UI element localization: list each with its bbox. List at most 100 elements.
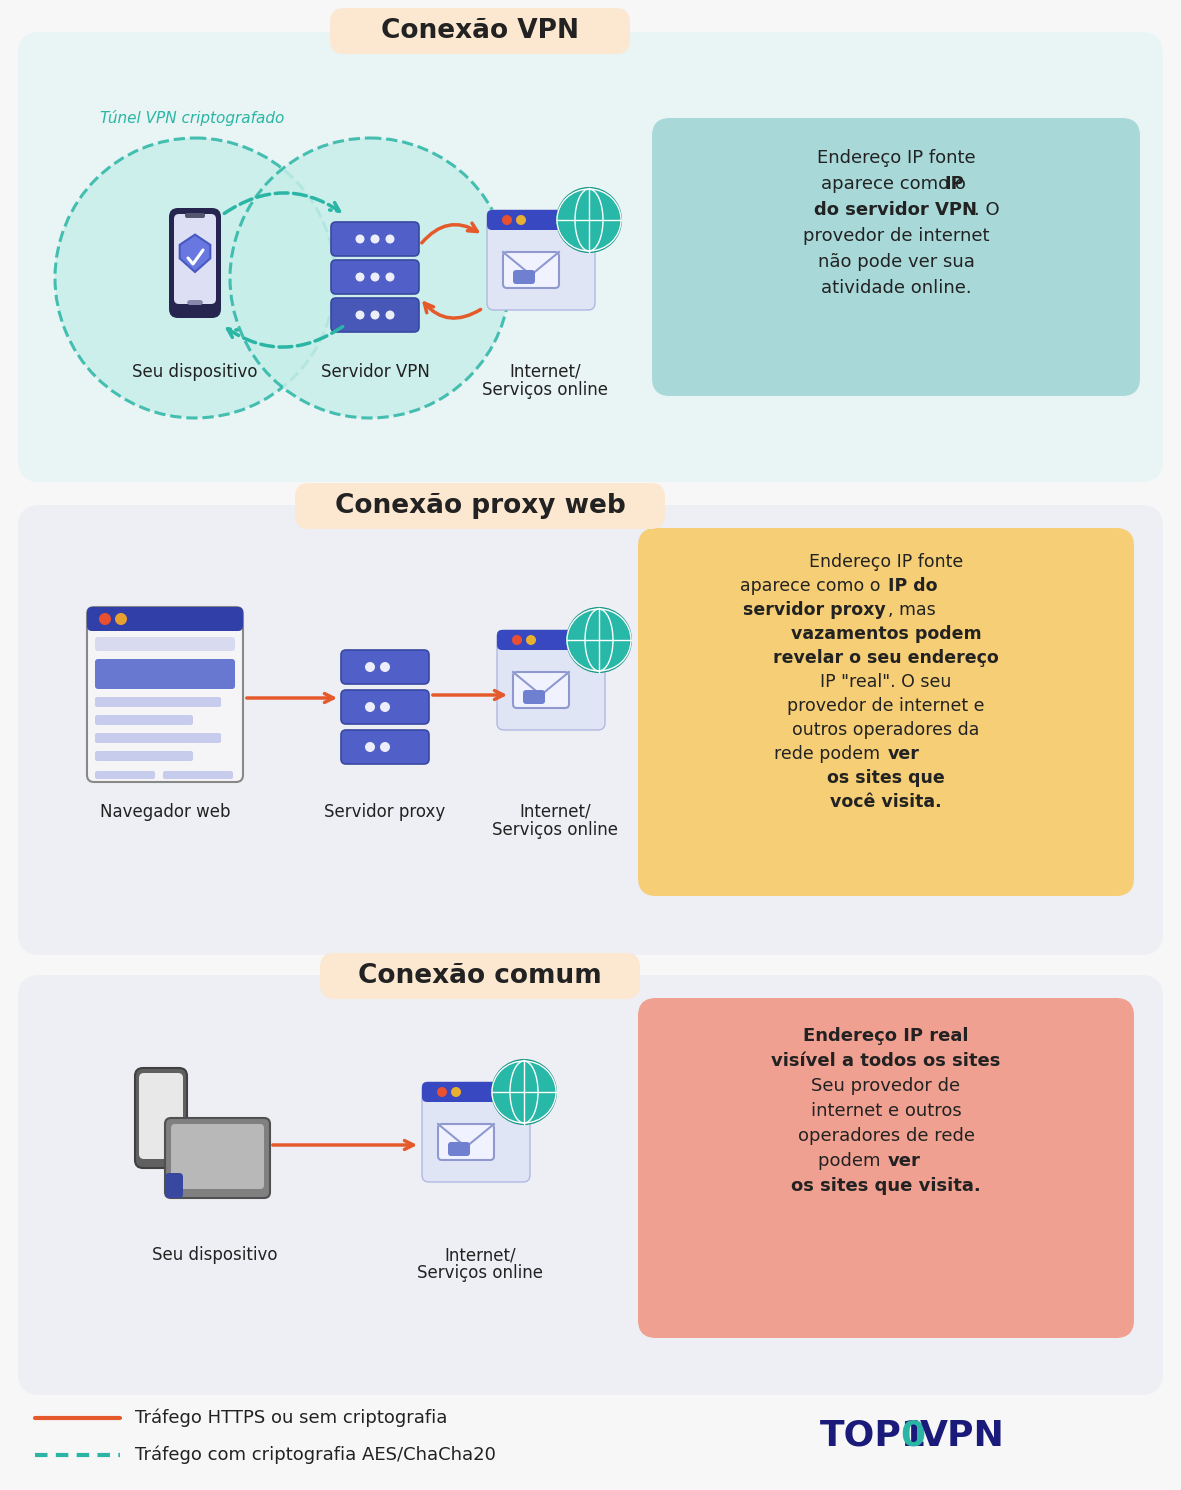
- Text: visível a todos os sites: visível a todos os sites: [771, 1052, 1000, 1070]
- FancyBboxPatch shape: [94, 733, 221, 744]
- Text: . O: . O: [974, 201, 999, 219]
- Circle shape: [567, 608, 631, 672]
- Text: Servidor proxy: Servidor proxy: [325, 803, 445, 821]
- Text: não pode ver sua: não pode ver sua: [817, 253, 974, 271]
- FancyBboxPatch shape: [329, 7, 629, 54]
- FancyBboxPatch shape: [513, 270, 535, 285]
- FancyBboxPatch shape: [497, 630, 605, 730]
- FancyBboxPatch shape: [174, 215, 216, 304]
- FancyBboxPatch shape: [94, 638, 235, 651]
- Text: internet e outros: internet e outros: [810, 1103, 961, 1120]
- Text: VPN: VPN: [920, 1418, 1005, 1453]
- Text: Servidor VPN: Servidor VPN: [320, 364, 430, 381]
- FancyBboxPatch shape: [422, 1082, 530, 1103]
- Text: aparece como o: aparece como o: [740, 577, 886, 595]
- Circle shape: [371, 234, 379, 243]
- Text: Seu dispositivo: Seu dispositivo: [132, 364, 257, 381]
- FancyBboxPatch shape: [331, 298, 419, 332]
- Circle shape: [115, 612, 128, 624]
- FancyBboxPatch shape: [638, 527, 1134, 895]
- FancyArrowPatch shape: [422, 224, 477, 243]
- Text: IP do: IP do: [888, 577, 938, 595]
- Circle shape: [56, 139, 335, 419]
- Circle shape: [365, 702, 376, 712]
- Circle shape: [385, 273, 394, 282]
- FancyArrowPatch shape: [424, 302, 481, 319]
- Circle shape: [526, 635, 536, 645]
- Text: Conexão VPN: Conexão VPN: [381, 18, 579, 45]
- Text: Conexão comum: Conexão comum: [358, 963, 602, 989]
- Text: Túnel VPN criptografado: Túnel VPN criptografado: [100, 110, 285, 127]
- Text: Endereço IP real: Endereço IP real: [803, 1027, 968, 1044]
- Circle shape: [99, 612, 111, 624]
- FancyBboxPatch shape: [295, 483, 665, 529]
- Text: TOP1: TOP1: [820, 1418, 927, 1453]
- Text: Tráfego com criptografia AES/ChaCha20: Tráfego com criptografia AES/ChaCha20: [135, 1445, 496, 1465]
- FancyBboxPatch shape: [438, 1123, 494, 1161]
- Text: IP "real". O seu: IP "real". O seu: [821, 673, 952, 691]
- Text: Tráfego HTTPS ou sem criptografia: Tráfego HTTPS ou sem criptografia: [135, 1408, 448, 1427]
- FancyArrowPatch shape: [228, 326, 342, 347]
- FancyBboxPatch shape: [185, 213, 205, 218]
- FancyBboxPatch shape: [187, 1158, 205, 1170]
- FancyBboxPatch shape: [341, 690, 429, 724]
- FancyBboxPatch shape: [503, 252, 559, 288]
- Text: os sites que visita.: os sites que visita.: [791, 1177, 981, 1195]
- FancyBboxPatch shape: [341, 650, 429, 684]
- Text: Internet/: Internet/: [444, 1246, 516, 1264]
- Circle shape: [557, 188, 621, 252]
- Circle shape: [502, 215, 513, 225]
- Text: rede podem: rede podem: [775, 745, 886, 763]
- Circle shape: [380, 702, 390, 712]
- Circle shape: [385, 234, 394, 243]
- FancyBboxPatch shape: [320, 954, 640, 998]
- FancyBboxPatch shape: [487, 210, 595, 229]
- FancyBboxPatch shape: [18, 974, 1163, 1395]
- Text: Seu dispositivo: Seu dispositivo: [152, 1246, 278, 1264]
- Text: Navegador web: Navegador web: [99, 803, 230, 821]
- Text: 0: 0: [900, 1418, 925, 1453]
- FancyBboxPatch shape: [94, 751, 193, 761]
- Text: outros operadores da: outros operadores da: [792, 721, 980, 739]
- FancyBboxPatch shape: [448, 1141, 470, 1156]
- FancyBboxPatch shape: [341, 730, 429, 764]
- FancyBboxPatch shape: [497, 630, 605, 650]
- FancyBboxPatch shape: [638, 998, 1134, 1338]
- FancyBboxPatch shape: [165, 1173, 183, 1198]
- Circle shape: [380, 662, 390, 672]
- FancyBboxPatch shape: [94, 715, 193, 726]
- Text: Internet/: Internet/: [509, 364, 581, 381]
- Circle shape: [513, 635, 522, 645]
- FancyBboxPatch shape: [163, 770, 233, 779]
- Text: aparece como o: aparece como o: [821, 174, 971, 194]
- FancyBboxPatch shape: [135, 1068, 187, 1168]
- Text: Endereço IP fonte: Endereço IP fonte: [809, 553, 964, 571]
- FancyArrowPatch shape: [224, 192, 339, 213]
- Polygon shape: [180, 234, 210, 273]
- FancyBboxPatch shape: [169, 209, 221, 317]
- FancyBboxPatch shape: [187, 299, 203, 305]
- FancyBboxPatch shape: [487, 210, 595, 310]
- Text: Serviços online: Serviços online: [482, 381, 608, 399]
- Circle shape: [355, 273, 365, 282]
- Circle shape: [385, 310, 394, 319]
- Circle shape: [230, 139, 510, 419]
- FancyBboxPatch shape: [652, 118, 1140, 396]
- FancyBboxPatch shape: [165, 1118, 270, 1198]
- Circle shape: [365, 742, 376, 752]
- Circle shape: [451, 1088, 461, 1097]
- FancyBboxPatch shape: [171, 1123, 265, 1189]
- FancyBboxPatch shape: [523, 690, 544, 703]
- Circle shape: [371, 273, 379, 282]
- Text: do servidor VPN: do servidor VPN: [815, 201, 978, 219]
- FancyBboxPatch shape: [18, 505, 1163, 955]
- Text: ver: ver: [888, 1152, 921, 1170]
- Circle shape: [380, 742, 390, 752]
- Circle shape: [355, 310, 365, 319]
- FancyBboxPatch shape: [331, 259, 419, 294]
- Text: revelar o seu endereço: revelar o seu endereço: [774, 650, 999, 668]
- Text: Endereço IP fonte: Endereço IP fonte: [817, 149, 976, 167]
- Text: atividade online.: atividade online.: [821, 279, 971, 297]
- Text: Serviços online: Serviços online: [417, 1264, 543, 1281]
- FancyBboxPatch shape: [94, 697, 221, 706]
